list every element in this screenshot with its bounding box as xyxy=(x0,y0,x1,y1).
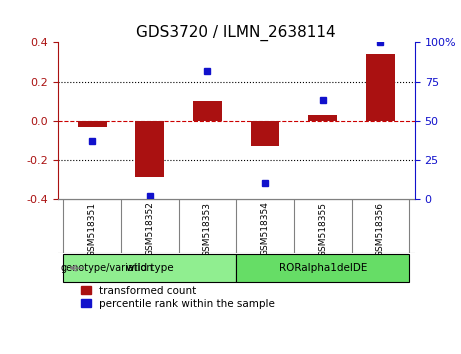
Text: GSM518353: GSM518353 xyxy=(203,201,212,257)
Text: genotype/variation: genotype/variation xyxy=(60,263,153,273)
Text: GSM518356: GSM518356 xyxy=(376,201,385,257)
Bar xyxy=(193,101,222,121)
Text: GSM518352: GSM518352 xyxy=(145,201,154,256)
Bar xyxy=(366,54,395,121)
Bar xyxy=(251,121,279,146)
Text: GSM518354: GSM518354 xyxy=(260,201,270,256)
Bar xyxy=(136,121,164,177)
Text: wild type: wild type xyxy=(126,263,174,273)
Legend: transformed count, percentile rank within the sample: transformed count, percentile rank withi… xyxy=(81,286,275,309)
FancyBboxPatch shape xyxy=(236,254,409,282)
Text: RORalpha1delDE: RORalpha1delDE xyxy=(278,263,367,273)
Text: GSM518351: GSM518351 xyxy=(88,201,97,257)
FancyBboxPatch shape xyxy=(64,254,236,282)
Bar xyxy=(78,121,106,126)
Bar xyxy=(308,115,337,121)
Text: GSM518355: GSM518355 xyxy=(318,201,327,257)
Title: GDS3720 / ILMN_2638114: GDS3720 / ILMN_2638114 xyxy=(136,25,336,41)
